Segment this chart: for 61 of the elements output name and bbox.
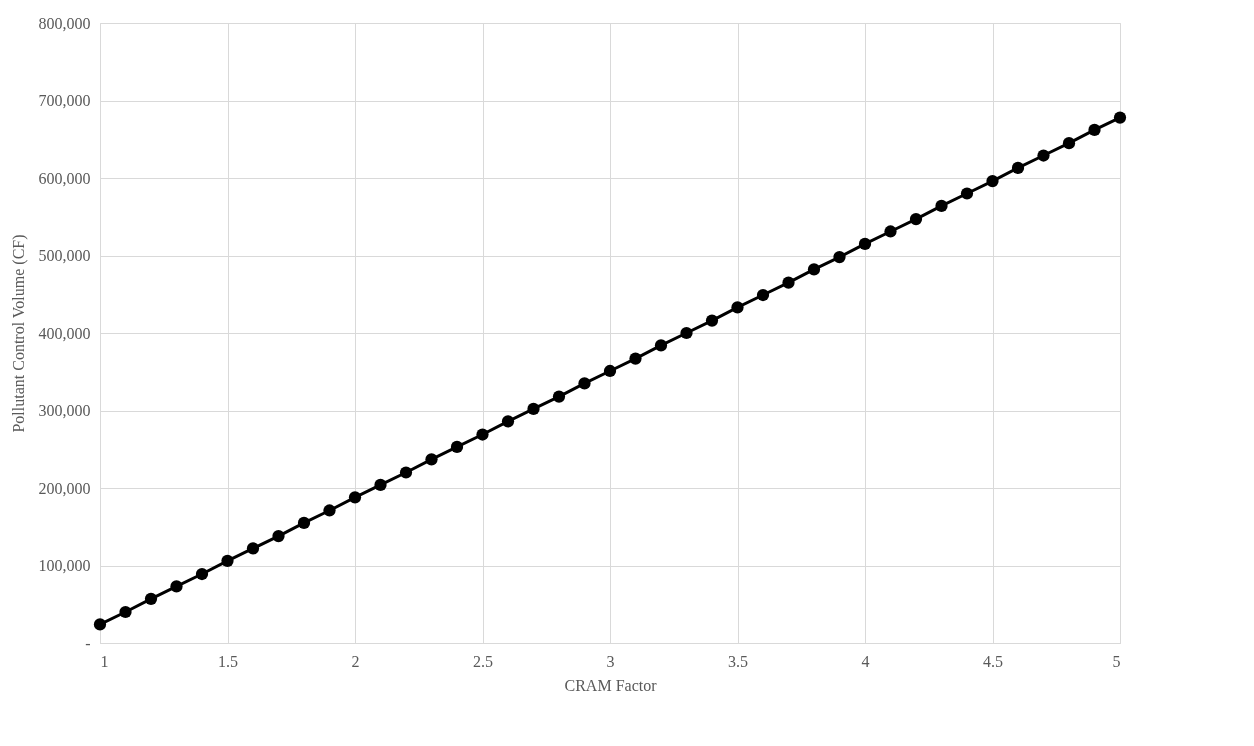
point <box>1062 137 1076 150</box>
y-tick-label: - <box>85 634 91 652</box>
y-tick-label: 500,000 <box>38 247 91 264</box>
y-tick-label: 800,000 <box>38 14 91 32</box>
point <box>1113 111 1127 124</box>
point <box>858 237 872 250</box>
point <box>782 276 795 289</box>
x-tick-label: 2 <box>351 652 360 670</box>
point <box>986 174 999 188</box>
point <box>195 567 209 581</box>
point <box>246 542 260 555</box>
y-tick-label: 600,000 <box>38 169 91 187</box>
point <box>960 187 974 200</box>
point <box>756 288 770 302</box>
point <box>552 390 566 403</box>
point <box>374 478 387 492</box>
point <box>807 263 821 276</box>
y-tick-label: 200,000 <box>38 479 91 497</box>
x-tick-label: 1.5 <box>218 652 238 670</box>
x-axis-title: CRAM Factor <box>564 676 658 694</box>
x-tick-label: 4.5 <box>983 652 1003 670</box>
point <box>348 491 362 504</box>
point <box>297 516 311 529</box>
point <box>629 352 642 365</box>
point <box>1011 161 1025 175</box>
point <box>909 212 923 226</box>
point <box>527 402 540 416</box>
x-tick-label: 3.5 <box>728 652 748 670</box>
x-tick-label: 5 <box>1112 652 1121 670</box>
point <box>654 339 668 352</box>
x-tick-label: 3 <box>606 652 615 670</box>
point <box>884 225 897 238</box>
point <box>93 618 107 631</box>
x-tick-label: 1 <box>100 652 109 670</box>
point <box>578 377 591 390</box>
point <box>399 466 413 479</box>
point <box>476 428 489 441</box>
point <box>323 504 336 517</box>
point <box>501 415 515 428</box>
x-tick-label: 4 <box>861 652 870 670</box>
point <box>272 529 285 543</box>
point <box>603 364 617 378</box>
point <box>705 314 719 327</box>
point <box>935 199 948 213</box>
point <box>221 554 234 567</box>
y-tick-label: 400,000 <box>38 324 91 342</box>
y-axis-title: Pollutant Control Volume (CF) <box>9 234 28 433</box>
x-tick-label: 2.5 <box>473 652 493 670</box>
y-tick-label: 100,000 <box>38 557 91 574</box>
y-tick-label: 700,000 <box>38 92 91 109</box>
point <box>144 592 158 605</box>
point <box>680 326 693 340</box>
point <box>425 453 438 466</box>
y-tick-label: 300,000 <box>38 402 91 419</box>
point <box>119 605 132 619</box>
point <box>170 580 183 593</box>
point <box>1088 123 1101 137</box>
point <box>450 440 464 454</box>
point <box>833 250 846 264</box>
point <box>731 301 744 314</box>
point <box>1037 149 1050 162</box>
